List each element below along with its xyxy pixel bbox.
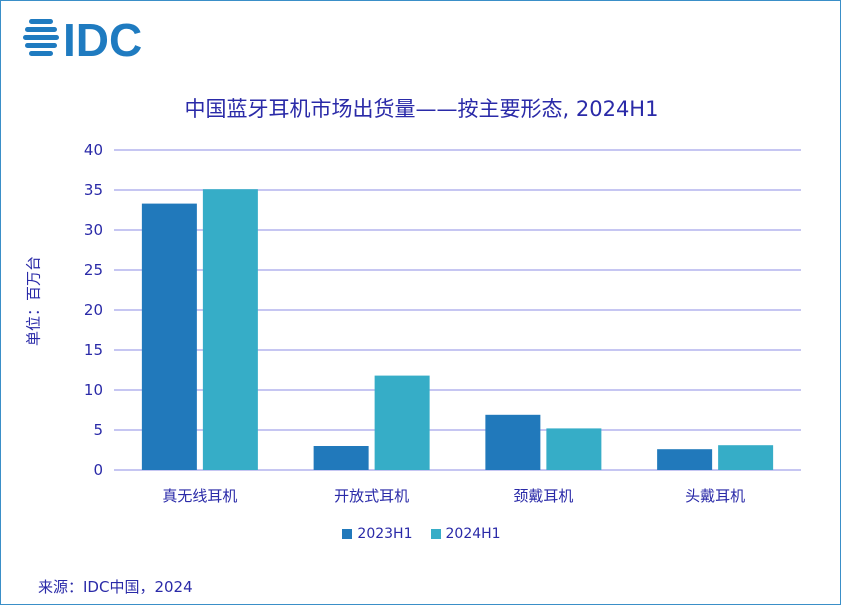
legend-item: 2024H1 [430,526,501,542]
y-tick-label: 20 [84,301,103,319]
bar-2024H1-0 [202,189,258,470]
source-note: 来源：IDC中国，2024 [38,578,193,596]
legend-swatch [430,529,441,539]
y-tick-label: 30 [84,221,103,239]
bar-2024H1-2 [546,428,602,470]
y-tick-label: 0 [93,461,103,479]
y-tick-label: 40 [84,141,103,159]
bar-2024H1-3 [718,445,774,470]
y-tick-label: 15 [84,341,103,359]
idc-logo: IDC [23,15,142,63]
bar-2024H1-1 [374,375,430,470]
legend-item: 2023H1 [342,526,413,542]
bar-chart: 0 5 10 15 20 25 30 35 40 真无线耳机 开放式耳机 颈戴耳机 头戴耳机 [84,141,801,505]
bar-2023H1-2 [485,414,541,470]
x-tick-label: 开放式耳机 [334,487,409,505]
svg-text:IDC: IDC [63,15,142,63]
x-tick-label: 颈戴耳机 [513,487,573,505]
legend-label: 2024H1 [445,526,501,542]
x-tick-label: 头戴耳机 [685,487,745,505]
y-tick-label: 35 [84,181,103,199]
legend-label: 2023H1 [357,526,413,542]
y-tick-label: 5 [93,421,103,439]
bar-2023H1-0 [141,203,197,470]
chart-title: 中国蓝牙耳机市场出货量——按主要形态, 2024H1 [184,97,659,121]
bar-2023H1-1 [313,446,369,470]
legend: 2023H1 2024H1 [1,526,840,542]
legend-swatch [342,529,353,539]
x-tick-label: 真无线耳机 [162,487,237,505]
y-tick-label: 10 [84,381,103,399]
bar-2023H1-3 [657,449,713,470]
y-tick-label: 25 [84,261,103,279]
